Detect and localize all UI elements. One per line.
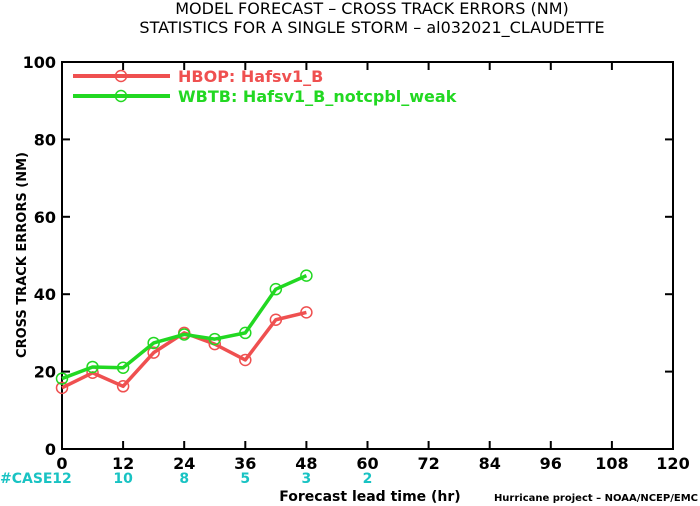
series-2-point: [116, 361, 130, 374]
y-tick-label: 0: [45, 440, 56, 459]
x-axis-label: Forecast lead time (hr): [279, 489, 460, 505]
legend-label-2: WBTB: Hafsv1_B_notcpbl_weak: [178, 87, 457, 106]
case-count-label: #CASE: [0, 471, 53, 487]
y-tick-label: 100: [23, 53, 56, 72]
case-count: 5: [240, 471, 250, 487]
chart-subtitle: STATISTICS FOR A SINGLE STORM – al032021…: [139, 18, 604, 38]
x-tick-label: 120: [656, 454, 689, 473]
y-tick-label: 20: [34, 363, 56, 382]
y-tick-label: 80: [34, 130, 56, 149]
x-tick-label: 0: [56, 454, 67, 473]
series-1-point: [300, 306, 313, 319]
x-tick-label: 72: [417, 454, 439, 473]
series-2-point: [300, 269, 313, 282]
x-tick-label: 12: [112, 454, 134, 473]
series-line-2: [61, 274, 308, 381]
case-count: 2: [363, 471, 373, 487]
series-1-point: [147, 346, 160, 359]
series-1-point: [239, 353, 252, 367]
series-1-point: [55, 381, 69, 395]
series-1-point: [116, 380, 130, 393]
legend-marker-1: [114, 69, 128, 83]
y-axis: 0 20 40 60 80 100: [23, 53, 673, 459]
case-count: 8: [179, 471, 189, 487]
credit-text: Hurricane project – NOAA/NCEP/EMC: [494, 493, 698, 504]
series-layer: [55, 269, 313, 395]
case-counts: 12 10 8 5 3 2: [52, 471, 372, 487]
series-2-point: [86, 360, 99, 374]
case-count: 3: [302, 471, 312, 487]
y-axis-label: CROSS TRACK ERRORS (NM): [15, 152, 30, 358]
x-tick-label: 96: [540, 454, 562, 473]
plot-frame: [61, 61, 674, 450]
x-tick-label: 36: [234, 454, 256, 473]
series-2-point: [147, 336, 160, 350]
series-2-point: [55, 372, 69, 385]
series-line-1: [61, 310, 307, 390]
series-2-point: [177, 328, 191, 341]
x-tick-label: 108: [595, 454, 628, 473]
x-tick-label: 84: [479, 454, 501, 473]
case-count: 12: [52, 471, 71, 487]
y-tick-label: 40: [34, 285, 56, 304]
x-tick-label: 60: [356, 454, 378, 473]
legend-label-1: HBOP: Hafsv1_B: [178, 67, 323, 86]
x-tick-label: 48: [295, 454, 317, 473]
y-tick-label: 60: [34, 208, 56, 227]
x-axis: 0 12 24 36 48 60 72 84 96 108 120: [56, 62, 690, 473]
x-tick-label: 24: [173, 454, 195, 473]
legend-marker-2: [114, 89, 128, 103]
series-2-point: [269, 282, 283, 296]
case-count: 10: [113, 471, 133, 487]
series-2-point: [239, 326, 252, 340]
series-2-point: [208, 332, 221, 346]
chart-title: MODEL FORECAST – CROSS TRACK ERRORS (NM): [175, 0, 569, 18]
series-1-point: [269, 313, 283, 326]
